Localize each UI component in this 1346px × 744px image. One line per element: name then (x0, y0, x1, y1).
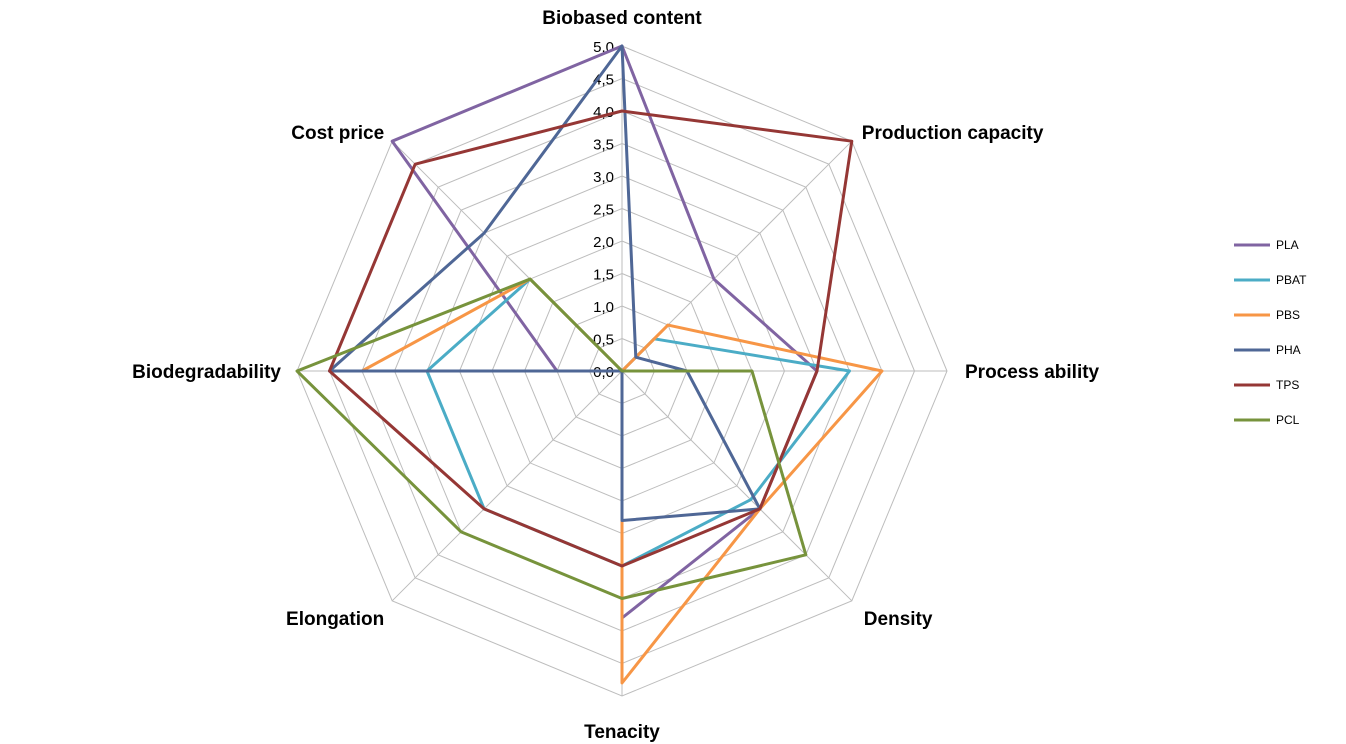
tick-label: 3,5 (593, 137, 614, 154)
legend: PLA PBAT PBS PHA TPS PCL (1234, 238, 1307, 427)
axis-label-biobased-content: Biobased content (542, 8, 702, 29)
tick-label: 0,5 (593, 332, 614, 349)
axis-label-elongation: Elongation (286, 609, 384, 630)
series-tps (328, 109, 854, 568)
tick-label: 3,0 (593, 169, 614, 186)
axis-spoke (391, 370, 623, 602)
axis-label-cost-price: Cost price (291, 123, 384, 144)
radial-tick-labels: 0,00,51,01,52,02,53,03,54,04,55,0 (593, 39, 614, 381)
legend-label-pla: PLA (1276, 238, 1299, 252)
axis-label-biodegradability: Biodegradability (132, 362, 281, 383)
axis-labels: Biobased content Production capacity Proce… (132, 8, 1099, 743)
series-pbs (360, 277, 884, 685)
series-pha (328, 44, 762, 522)
legend-label-pbat: PBAT (1276, 273, 1307, 287)
tick-label: 2,0 (593, 234, 614, 251)
axis-label-process-ability: Process ability (965, 362, 1100, 383)
legend-label-tps: TPS (1276, 378, 1299, 392)
axis-label-density: Density (864, 609, 933, 630)
tick-label: 1,0 (593, 299, 614, 316)
axis-label-production-capacity: Production capacity (862, 123, 1044, 144)
axis-spoke (621, 370, 853, 602)
tick-label: 1,5 (593, 267, 614, 284)
legend-label-pha: PHA (1276, 343, 1301, 357)
tick-label: 2,5 (593, 202, 614, 219)
axis-label-tenacity: Tenacity (584, 722, 660, 743)
series-lines (295, 44, 884, 685)
series-pcl (295, 277, 808, 600)
legend-label-pbs: PBS (1276, 308, 1300, 322)
legend-label-pcl: PCL (1276, 413, 1300, 427)
